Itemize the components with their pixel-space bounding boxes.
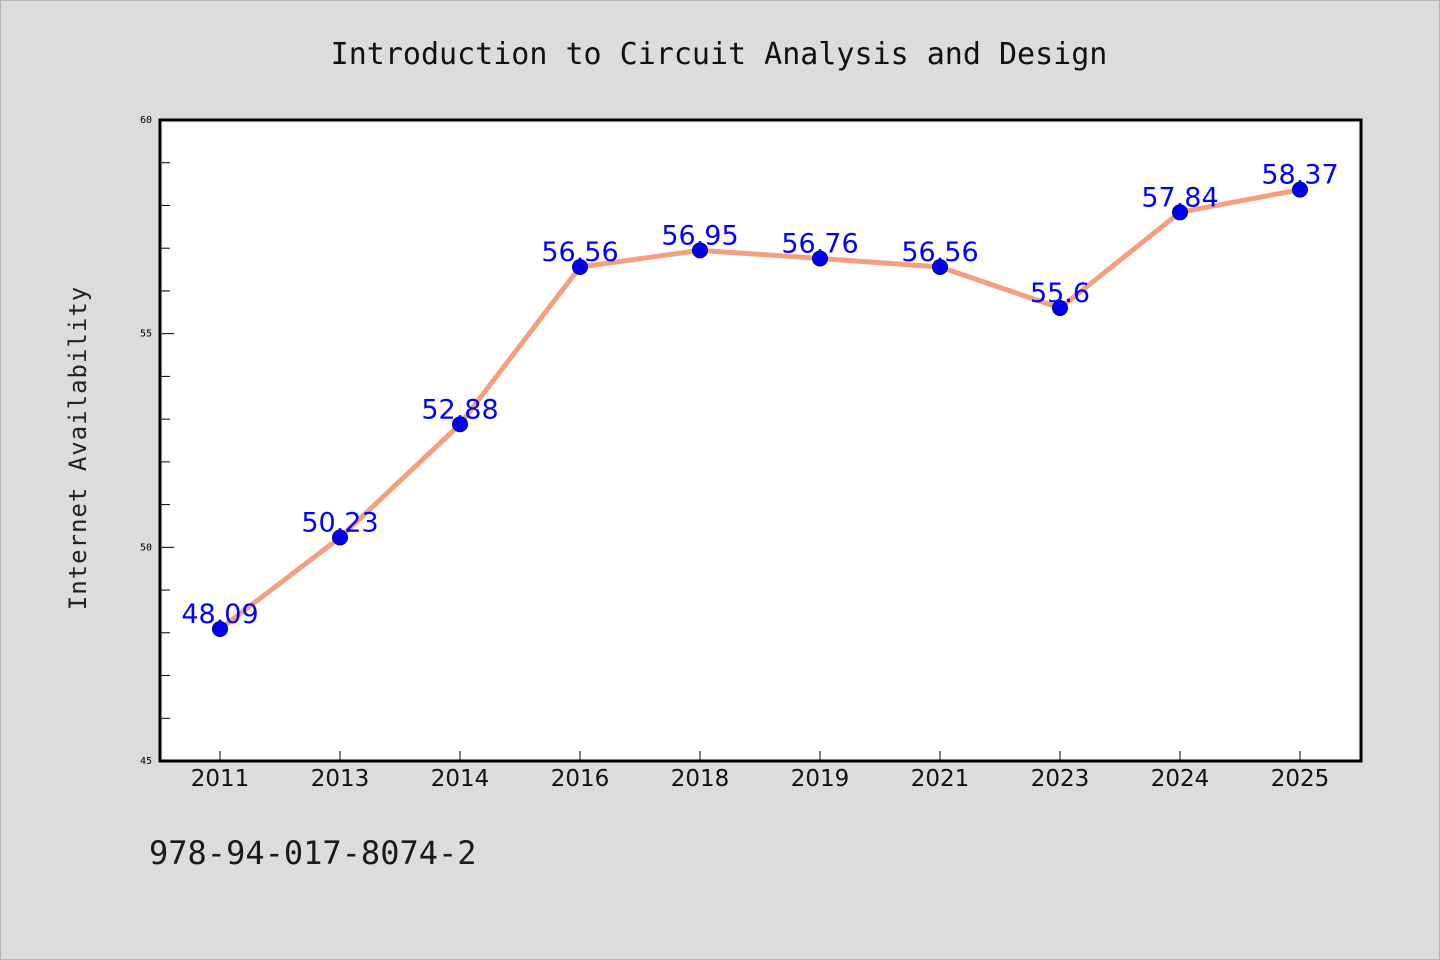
data-label: 57.84 [1141,182,1218,213]
x-tick-label: 2014 [431,766,490,792]
y-tick-label: 45 [140,756,152,767]
x-tick-label: 2018 [671,766,730,792]
x-tick-label: 2013 [311,766,370,792]
data-label: 56.56 [901,237,978,268]
data-label: 56.56 [541,237,618,268]
data-point-marker [1172,204,1188,221]
y-axis-label: Internet Availability [64,286,92,610]
data-label: 55.6 [1030,278,1090,309]
isbn-text: 978-94-017-8074-2 [149,834,477,872]
x-tick-label-group: 2011 2013 2014 2016 2018 2019 2021 2023 2024 2025 [191,766,1330,792]
data-point-marker [812,250,828,267]
data-point-marker [932,259,948,276]
marker-group [212,181,1308,637]
data-label: 48.09 [181,599,258,630]
y-tick-label: 55 [140,329,152,340]
y-tick-label: 50 [140,542,152,553]
data-label: 50.23 [301,508,378,539]
data-label: 56.95 [661,220,738,251]
data-label-group: 48.09 50.23 52.88 56.56 56.95 56.76 56.56 55.6 5… [181,160,1338,630]
series-line [217,187,1303,632]
x-tick-label: 2016 [551,766,610,792]
series-line-group [217,187,1303,632]
data-point-marker [212,620,228,637]
data-label: 56.76 [781,228,858,259]
data-point-marker [452,416,468,433]
data-label: 52.88 [421,394,498,425]
y-tick-label-group: 45 50 55 60 [140,115,152,767]
x-tick-label: 2011 [191,766,250,792]
y-tick-label: 60 [140,115,152,126]
data-point-marker [1292,181,1308,198]
x-tick-label: 2019 [791,766,850,792]
data-point-marker [1052,300,1068,317]
x-tick-label: 2025 [1271,766,1330,792]
data-point-marker [332,529,348,546]
data-label: 58.37 [1261,160,1338,191]
x-tick-label: 2024 [1151,766,1210,792]
axis-ticks [160,119,1301,762]
data-point-marker [692,242,708,259]
x-tick-label: 2021 [911,766,970,792]
chart-title: Introduction to Circuit Analysis and Des… [331,37,1108,72]
x-tick-label: 2023 [1031,766,1090,792]
data-point-marker [572,259,588,276]
